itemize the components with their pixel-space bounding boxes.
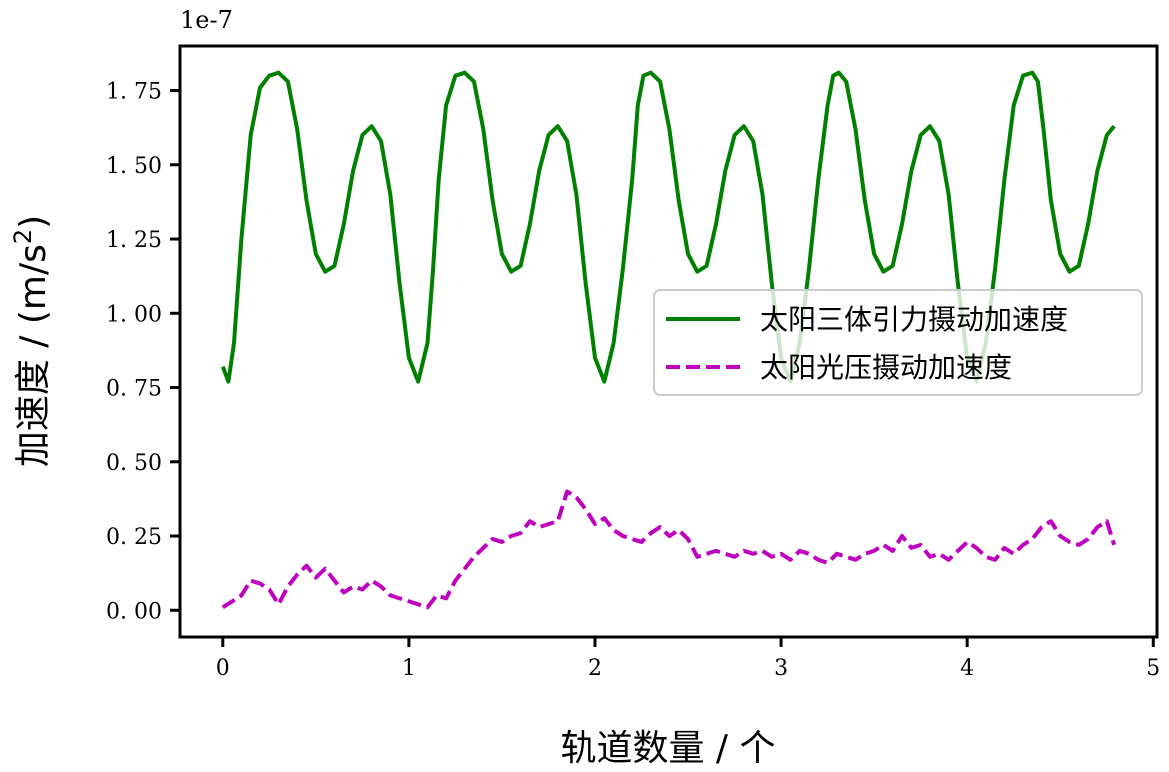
y-axis-label-end: ): [13, 215, 54, 229]
y-tick-label: 1. 50: [106, 154, 162, 179]
y-tick-label: 0. 25: [106, 525, 162, 550]
y-axis-label-main: 加速度 / (m/s: [13, 244, 54, 467]
x-tick-label: 2: [588, 656, 602, 681]
x-tick-label: 4: [960, 656, 974, 681]
x-axis-ticks: 0 1 2 3 4 5: [216, 637, 1160, 681]
y-axis-ticks: 0. 00 0. 25 0. 50 0. 75 1. 00 1. 25 1. 50 1. 75: [106, 80, 180, 624]
y-tick-label: 0. 75: [106, 377, 162, 402]
y-tick-label: 0. 00: [106, 599, 162, 624]
axes-frame: [178, 44, 1159, 639]
legend-label-radiation: 太阳光压摄动加速度: [760, 351, 1012, 384]
legend: 太阳三体引力摄动加速度 太阳光压摄动加速度: [653, 289, 1143, 396]
y-axis-label: 加速度 / (m/s2): [9, 215, 54, 467]
x-axis-label: 轨道数量 / 个: [560, 728, 775, 769]
x-tick-label: 0: [216, 656, 230, 681]
legend-box: [653, 289, 1143, 396]
x-tick-label: 5: [1146, 656, 1160, 681]
x-tick-label: 1: [402, 656, 416, 681]
series-line-radiation: [221, 489, 1117, 610]
y-offset-text: 1e-7: [180, 6, 233, 34]
x-tick-label: 3: [774, 656, 788, 681]
y-tick-label: 1. 75: [106, 80, 162, 105]
legend-label-gravity: 太阳三体引力摄动加速度: [760, 303, 1068, 336]
y-tick-label: 1. 25: [106, 228, 162, 253]
y-tick-label: 0. 50: [106, 451, 162, 476]
y-axis-label-sup: 2: [9, 229, 37, 244]
y-tick-label: 1. 00: [106, 302, 162, 327]
